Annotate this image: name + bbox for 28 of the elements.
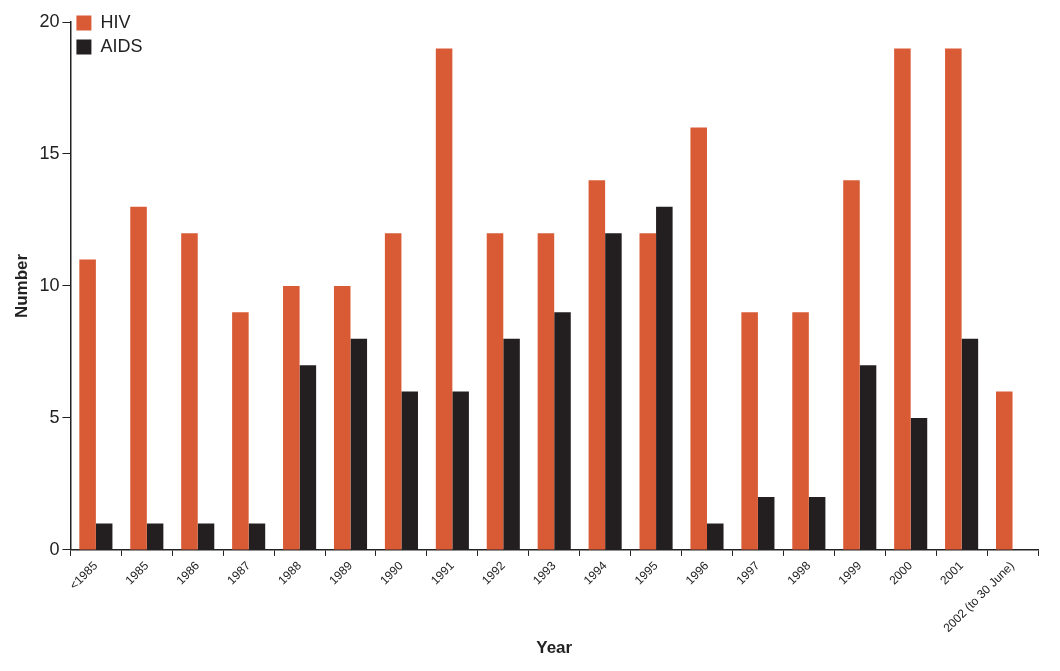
bar <box>741 312 758 550</box>
bar <box>639 233 657 550</box>
bar <box>945 48 962 550</box>
x-axis-title: Year <box>536 638 573 658</box>
y-axis-title: Number <box>11 253 31 319</box>
bar <box>181 233 198 550</box>
bar <box>792 312 809 550</box>
bar <box>690 127 707 550</box>
bar <box>232 312 249 550</box>
legend-label: HIV <box>100 11 131 32</box>
bar <box>537 233 555 550</box>
legend-label: AIDS <box>100 35 143 56</box>
bar <box>995 391 1013 550</box>
y-tick-label: 10 <box>39 274 60 295</box>
y-tick-label: 0 <box>49 538 60 559</box>
bar <box>283 285 300 550</box>
bar <box>843 180 860 550</box>
bar <box>384 233 402 550</box>
bar <box>333 285 351 550</box>
y-tick-label: 5 <box>49 406 60 427</box>
bar <box>130 206 147 550</box>
y-tick-label: 20 <box>39 10 60 31</box>
bar <box>588 180 606 550</box>
bar <box>486 233 504 550</box>
bar <box>79 259 96 550</box>
y-tick-label: 15 <box>39 142 60 163</box>
bar <box>435 48 453 550</box>
bar <box>894 48 911 550</box>
